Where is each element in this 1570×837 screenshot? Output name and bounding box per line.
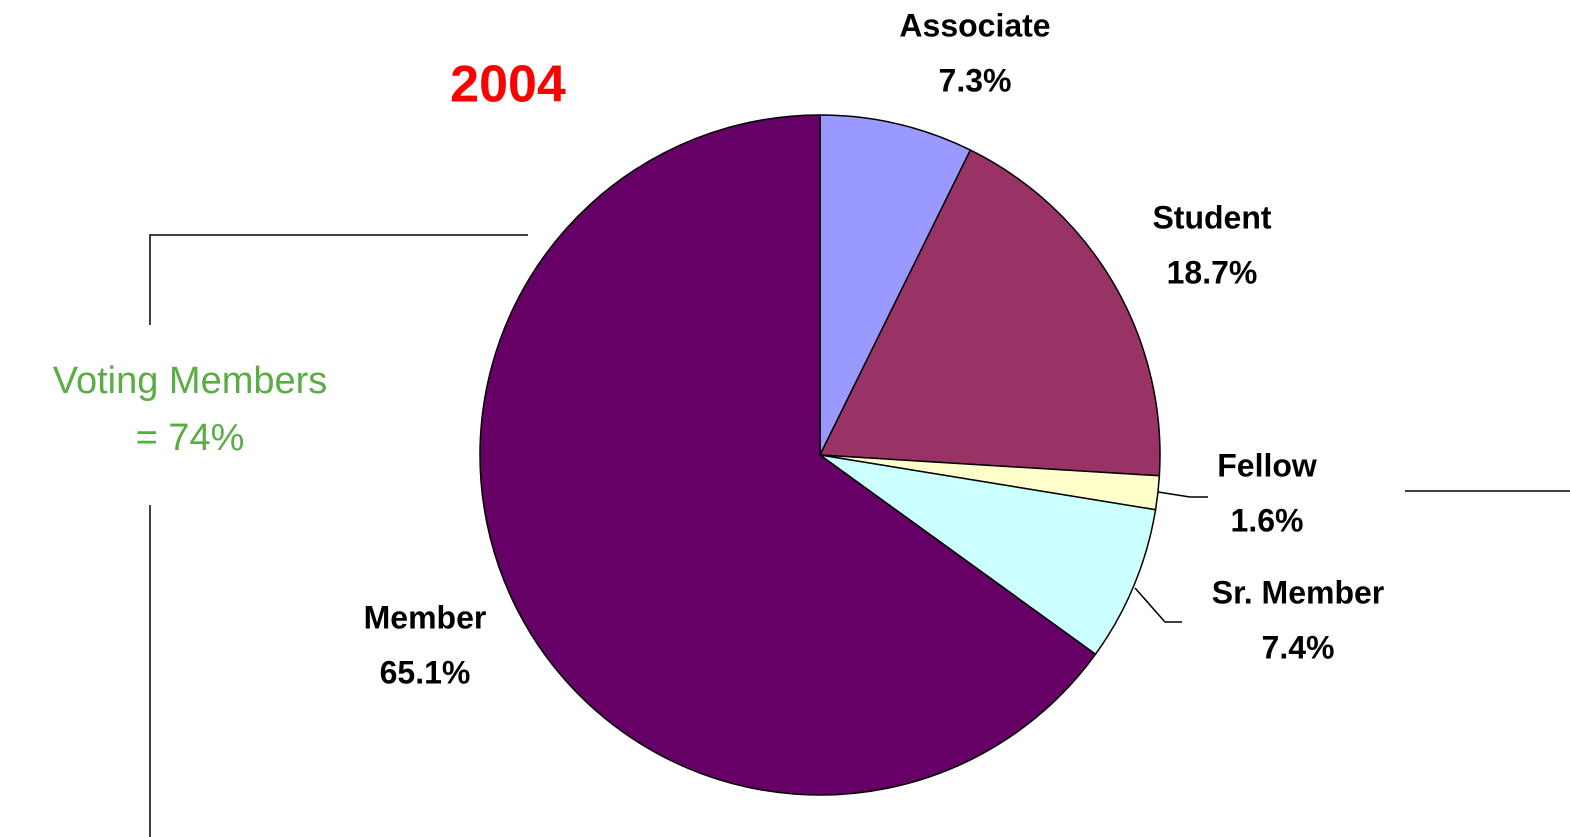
value-label: 7.4%: [1262, 629, 1335, 665]
leader-line: [1157, 491, 1208, 498]
slice-label: Fellow: [1217, 447, 1317, 483]
value-label: 65.1%: [380, 654, 471, 690]
value-label: 18.7%: [1167, 254, 1258, 290]
slice-label: Associate: [899, 7, 1050, 43]
value-label: 1.6%: [1231, 502, 1304, 538]
slice-label: Member: [364, 599, 487, 635]
pie-slice: [819, 454, 1157, 656]
bracket: [149, 234, 528, 325]
pie-slice: [479, 114, 1097, 796]
chart-title: 2004: [450, 56, 566, 114]
pie: [479, 114, 1161, 796]
slice-label: Sr. Member: [1212, 574, 1385, 610]
slice-label: Student: [1152, 199, 1271, 235]
pie-slice: [819, 114, 972, 456]
annotation: Voting Members: [53, 360, 328, 402]
pie-slice: [818, 149, 1161, 477]
leader-line: [1134, 587, 1182, 623]
annotation: = 74%: [136, 417, 245, 459]
value-label: 7.3%: [939, 62, 1012, 98]
